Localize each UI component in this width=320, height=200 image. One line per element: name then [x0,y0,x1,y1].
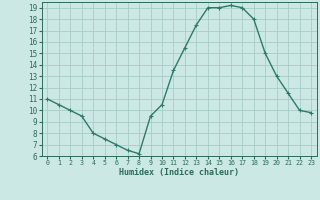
X-axis label: Humidex (Indice chaleur): Humidex (Indice chaleur) [119,168,239,177]
